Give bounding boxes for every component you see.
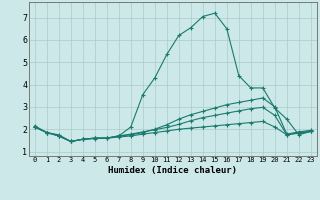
X-axis label: Humidex (Indice chaleur): Humidex (Indice chaleur): [108, 166, 237, 175]
